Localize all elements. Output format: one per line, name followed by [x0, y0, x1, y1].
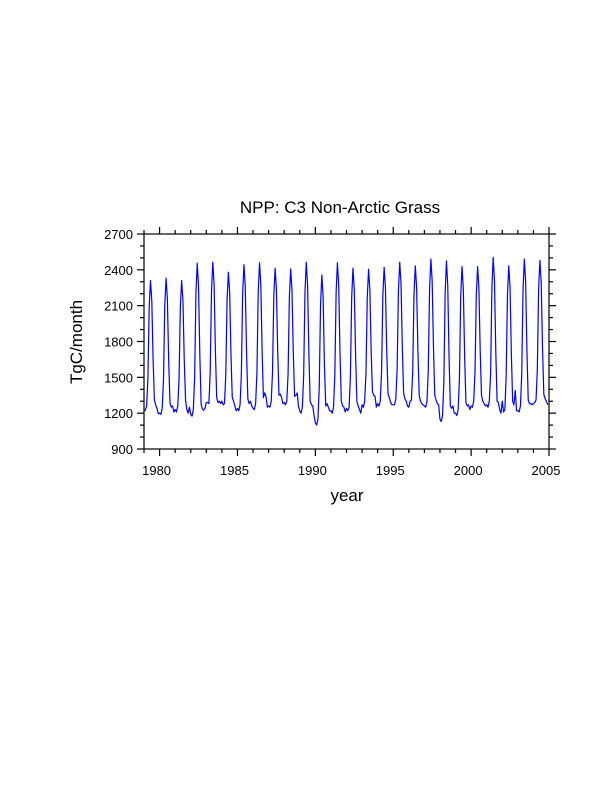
x-tick-label: 1985 [220, 463, 249, 478]
series-line [143, 256, 549, 426]
plot-frame [143, 233, 550, 450]
y-tick-label: 1800 [104, 335, 133, 350]
axis-ticks [137, 227, 556, 456]
y-tick-label: 1500 [104, 370, 133, 385]
tick-labels: 1980 1985 1990 1995 2000 2005 900 1200 1500 1800 2… [104, 227, 560, 478]
x-tick-label: 1980 [142, 463, 171, 478]
x-axis-label: year [330, 486, 363, 505]
x-tick-label: 2005 [532, 463, 561, 478]
y-tick-label: 2700 [104, 227, 133, 242]
x-tick-label: 2000 [454, 463, 483, 478]
y-tick-label: 2400 [104, 263, 133, 278]
x-tick-label: 1990 [298, 463, 327, 478]
y-tick-label: 1200 [104, 406, 133, 421]
y-tick-label: 2100 [104, 299, 133, 314]
chart-title: NPP: C3 Non-Arctic Grass [240, 198, 440, 217]
y-tick-label: 900 [111, 442, 133, 457]
x-tick-label: 1995 [376, 463, 405, 478]
y-axis-label: TgC/month [67, 300, 86, 384]
